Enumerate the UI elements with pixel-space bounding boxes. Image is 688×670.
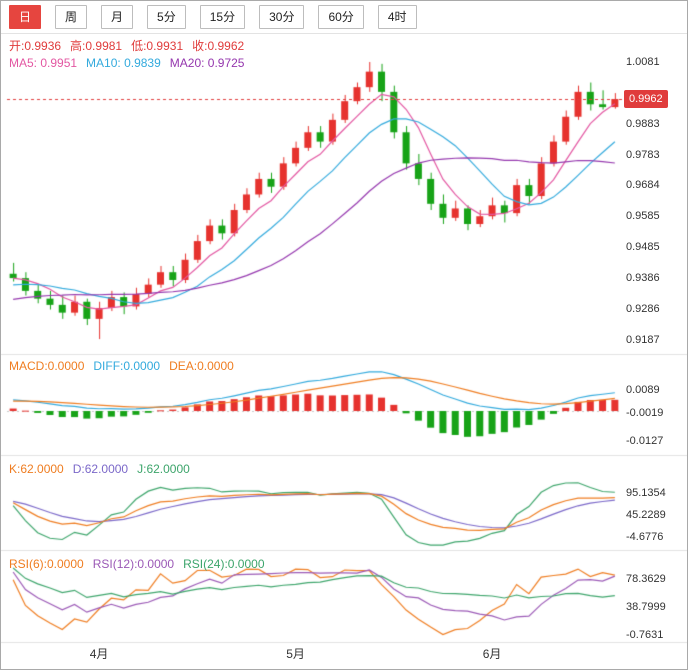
kdj-legend-item: K:62.0000 — [9, 462, 64, 476]
x-axis-month-label: 5月 — [286, 647, 305, 661]
main-y-tick: 0.9783 — [626, 148, 660, 161]
main-y-tick: 0.9684 — [626, 179, 660, 192]
x-axis-month-label: 6月 — [482, 647, 502, 661]
ohlc-legend: 开:0.9936 高:0.9981 低:0.9931 收:0.9962 — [9, 39, 253, 53]
tab-30min[interactable]: 30分 — [259, 5, 305, 29]
macd-legend-item: MACD:0.0000 — [9, 359, 85, 373]
rsi-y-tick: -0.7631 — [626, 629, 664, 641]
main-y-tick: 0.9485 — [626, 241, 660, 254]
macd-legend: MACD:0.0000 DIFF:0.0000 DEA:0.0000 — [9, 359, 243, 373]
x-axis-month-label: 4月 — [89, 647, 109, 661]
rsi-y-tick: 38.7999 — [626, 601, 666, 613]
macd-legend-item: DIFF:0.0000 — [93, 359, 161, 373]
ma-legend-item: MA20: 0.9725 — [169, 56, 245, 70]
ma-legend: MA5: 0.9951 MA10: 0.9839 MA20: 0.9725 — [9, 56, 253, 70]
main-y-tick: 0.9883 — [626, 117, 660, 130]
low-value: 低:0.9931 — [131, 39, 184, 53]
kdj-y-tick: -4.6776 — [626, 531, 664, 543]
kdj-y-tick: 95.1354 — [626, 487, 666, 499]
rsi-legend-item: RSI(6):0.0000 — [9, 557, 84, 571]
main-y-tick: 1.0081 — [626, 56, 660, 68]
main-y-tick: 0.9386 — [626, 272, 660, 285]
ma-legend-item: MA5: 0.9951 — [9, 56, 78, 70]
macd-legend-item: DEA:0.0000 — [169, 359, 234, 373]
high-value: 高:0.9981 — [70, 39, 123, 53]
timeframe-toolbar: 日周月 5分 15分 30分 60分 4时 — [1, 1, 687, 33]
rsi-legend-item: RSI(12):0.0000 — [92, 557, 175, 571]
macd-y-tick: -0.0127 — [626, 435, 664, 447]
close-value: 收:0.9962 — [192, 39, 245, 53]
main-y-tick: 0.9286 — [626, 303, 660, 316]
tab-week[interactable]: 周 — [55, 5, 88, 29]
kdj-legend-item: J:62.0000 — [137, 462, 190, 476]
main-y-tick: 0.9585 — [626, 210, 660, 223]
main-y-tick: 0.9187 — [626, 334, 660, 346]
rsi-legend: RSI(6):0.0000 RSI(12):0.0000 RSI(24):0.000… — [9, 557, 274, 571]
chart-area: 开:0.9936 高:0.9981 低:0.9931 收:0.9962 MA5: 0.… — [1, 33, 687, 669]
tab-month[interactable]: 月 — [101, 5, 134, 29]
kdj-legend: K:62.0000 D:62.0000 J:62.0000 — [9, 462, 199, 476]
rsi-y-tick: 78.3629 — [626, 573, 666, 585]
ma-legend-item: MA10: 0.9839 — [86, 56, 161, 70]
rsi-legend-item: RSI(24):0.0000 — [183, 557, 265, 571]
tab-60min[interactable]: 60分 — [318, 5, 364, 29]
kdj-y-tick: 45.2289 — [626, 509, 666, 521]
tab-day[interactable]: 日 — [9, 5, 42, 29]
tab-15min[interactable]: 15分 — [199, 5, 246, 29]
tab-5min[interactable]: 5分 — [147, 5, 186, 29]
macd-y-tick: 0.0089 — [626, 384, 660, 396]
tab-4hour[interactable]: 4时 — [377, 5, 417, 29]
macd-y-tick: -0.0019 — [626, 407, 664, 419]
current-price-badge: 0.9962 — [624, 90, 668, 108]
kline-canvas[interactable] — [1, 34, 687, 669]
kdj-legend-item: D:62.0000 — [72, 462, 129, 476]
open-value: 开:0.9936 — [9, 39, 62, 53]
